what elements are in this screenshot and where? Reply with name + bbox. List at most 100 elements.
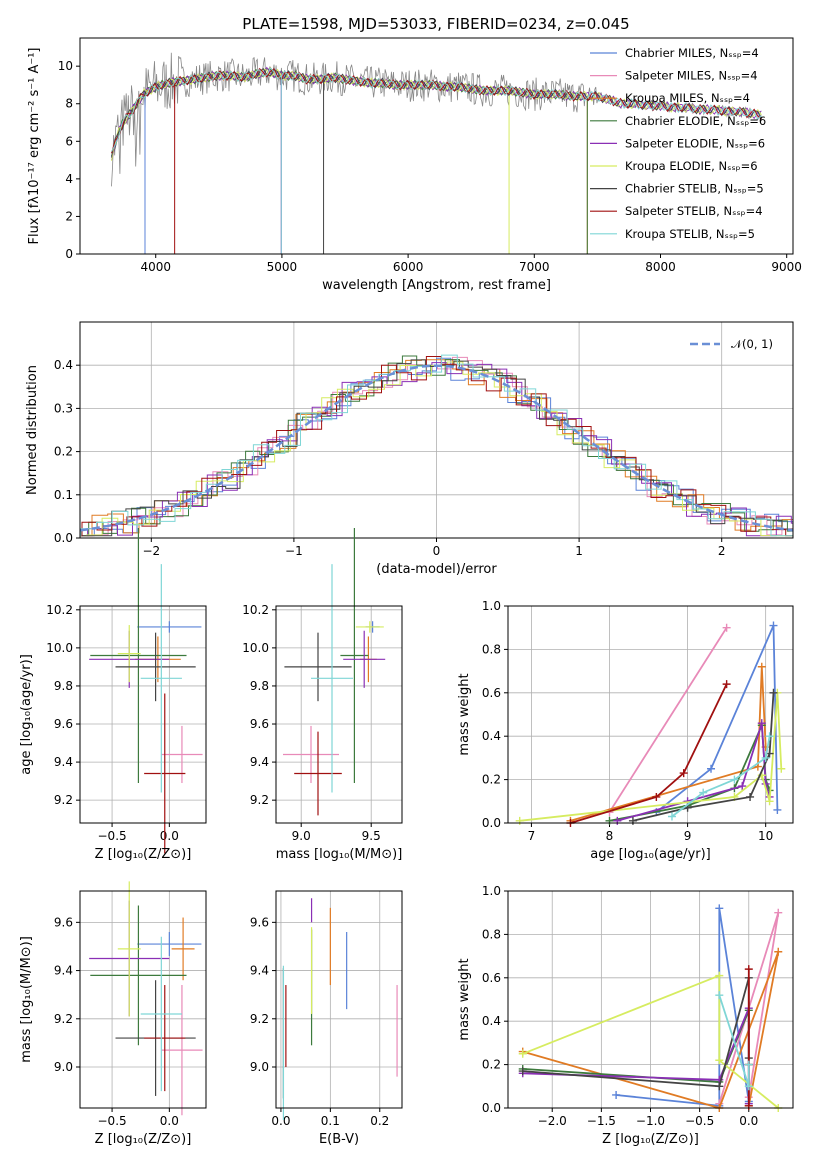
weight-marker-2 — [757, 662, 766, 671]
weight-series-2 — [570, 666, 767, 822]
y-tick-label: 10 — [58, 59, 73, 73]
weight-marker-0 — [707, 764, 716, 773]
histograms — [80, 354, 793, 537]
weight-marker-4 — [738, 782, 747, 791]
weight-marker-4 — [757, 719, 766, 728]
axes-frame — [79, 605, 207, 824]
x-axis-label: Z [log₁₀(Z/Z⊙)] — [95, 847, 192, 862]
legend-entry: Kroupa ELODIE, Nₛₛₚ=6 — [625, 159, 758, 173]
weight-marker-5 — [765, 797, 774, 806]
y-tick-label: 0.1 — [54, 488, 73, 502]
x-tick-label: −0.5 — [685, 1114, 714, 1128]
weight-marker-5 — [777, 764, 786, 773]
x-tick-label: 0.1 — [321, 1114, 340, 1128]
y-tick-label: 9.4 — [54, 755, 73, 769]
x-tick-label: 6000 — [393, 260, 424, 274]
spectrum-lines — [111, 52, 762, 254]
error-bars — [282, 898, 398, 1121]
y-tick-label: 0.6 — [482, 971, 501, 985]
y-tick-label: 0.2 — [482, 773, 501, 787]
weight-marker-8 — [667, 812, 676, 821]
x-axis-label: Z [log₁₀(Z/Z⊙)] — [95, 1132, 192, 1147]
y-tick-label: 8 — [65, 97, 73, 111]
y-tick-label: 10.0 — [242, 641, 269, 655]
weight-marker-8 — [761, 753, 770, 762]
y-tick-label: 0.8 — [482, 927, 501, 941]
x-tick-label: 0.2 — [370, 1114, 389, 1128]
weight-marker-5 — [715, 1056, 724, 1065]
x-tick-label: 10 — [758, 829, 773, 843]
legend-entry: Salpeter MILES, Nₛₛₚ=4 — [625, 69, 758, 83]
panel-mass-vs-EBV: 0.0 0.1 0.2 9.0 9.2 9.4 9.6 E(B-V) — [250, 890, 403, 1147]
y-tick-label: 0.4 — [482, 729, 501, 743]
plot-area — [111, 52, 762, 254]
y-tick-label: 0.0 — [482, 1101, 501, 1115]
y-axis-label: mass [log₁₀(M/M⊙)] — [19, 936, 34, 1063]
x-tick-label: −1 — [285, 544, 303, 558]
weight-lines — [518, 904, 783, 1112]
y-tick-label: 9.4 — [250, 964, 269, 978]
y-axis-label: mass weight — [457, 958, 472, 1040]
axes-frame — [79, 890, 207, 1109]
y-tick-label: 10.2 — [242, 603, 269, 617]
weight-marker-0 — [612, 1090, 621, 1099]
plot-area — [282, 898, 398, 1121]
x-tick-label: 9.5 — [362, 829, 381, 843]
y-tick-label: 9.2 — [54, 1012, 73, 1026]
y-tick-label: 0.4 — [482, 1014, 501, 1028]
x-tick-label: −2 — [142, 544, 160, 558]
y-tick-label: 9.4 — [250, 755, 269, 769]
legend-entry: Salpeter STELIB, Nₛₛₚ=4 — [625, 204, 763, 218]
legend: 𝒩(0, 1) — [690, 337, 773, 351]
weight-marker-0 — [715, 904, 724, 913]
x-tick-label: 0.0 — [160, 1114, 179, 1128]
histogram-5 — [80, 361, 793, 537]
x-axis-label: (data-model)/error — [376, 562, 497, 577]
plot-area — [89, 527, 203, 854]
x-tick-label: 2 — [718, 544, 726, 558]
y-tick-label: 9.2 — [54, 793, 73, 807]
error-bars — [283, 527, 386, 816]
legend-entry: Chabrier MILES, Nₛₛₚ=4 — [625, 46, 759, 60]
y-axis-label: Flux [fλ10⁻¹⁷ erg cm⁻² s⁻¹ A⁻¹] — [27, 48, 42, 245]
error-bars — [89, 527, 203, 854]
weight-marker-7 — [652, 792, 661, 801]
x-tick-label: −0.5 — [98, 1114, 127, 1128]
y-tick-label: 1.0 — [482, 599, 501, 613]
weight-marker-1 — [774, 908, 783, 917]
axes-frame — [507, 605, 794, 824]
weight-series-6 — [632, 692, 775, 822]
error-bars — [89, 881, 203, 1116]
weight-marker-8 — [744, 1082, 753, 1091]
y-tick-label: 9.6 — [54, 717, 73, 731]
model-spectrum-8 — [111, 67, 762, 152]
y-tick-label: 0.6 — [482, 686, 501, 700]
plot-area — [89, 881, 203, 1116]
x-axis-label: age [log₁₀(age/yr)] — [590, 847, 711, 862]
x-tick-label: 4000 — [140, 260, 171, 274]
panel-mass-weight-vs-age: 7 8 9 10 0.0 0.2 0.4 0.6 0.8 1.0 age [log₁₀(age/yr… — [457, 599, 794, 862]
x-tick-label: 8000 — [645, 260, 676, 274]
panel-age-vs-mass: 9.0 9.5 9.2 9.4 9.6 9.8 10.0 10.2 mass [log₁₀(M/… — [242, 527, 403, 862]
y-tick-label: 0 — [65, 247, 73, 261]
panel-age-vs-Z: −0.5 0.0 9.2 9.4 9.6 9.8 10.0 10.2 Z [log₁₀(Z/Z⊙… — [19, 527, 207, 862]
plot-area — [515, 621, 786, 827]
x-tick-label: −0.5 — [98, 829, 127, 843]
weight-marker-2 — [774, 947, 783, 956]
legend-entry: Chabrier STELIB, Nₛₛₚ=5 — [625, 182, 764, 196]
weight-marker-7 — [679, 769, 688, 778]
x-tick-label: 0 — [433, 544, 441, 558]
weight-series-6 — [522, 977, 750, 1088]
legend-entry: Salpeter ELODIE, Nₛₛₚ=6 — [625, 136, 765, 150]
x-tick-label: 0.0 — [739, 1114, 758, 1128]
x-tick-label: 0.0 — [160, 829, 179, 843]
y-axis-label: mass weight — [457, 673, 472, 755]
weight-marker-6 — [715, 1082, 724, 1091]
x-tick-label: 5000 — [267, 260, 298, 274]
x-tick-label: −1.5 — [587, 1114, 616, 1128]
y-tick-label: 9.0 — [250, 1060, 269, 1074]
weight-lines — [515, 621, 786, 827]
model-spectrum-4 — [111, 66, 762, 161]
weight-marker-8 — [744, 1060, 753, 1069]
